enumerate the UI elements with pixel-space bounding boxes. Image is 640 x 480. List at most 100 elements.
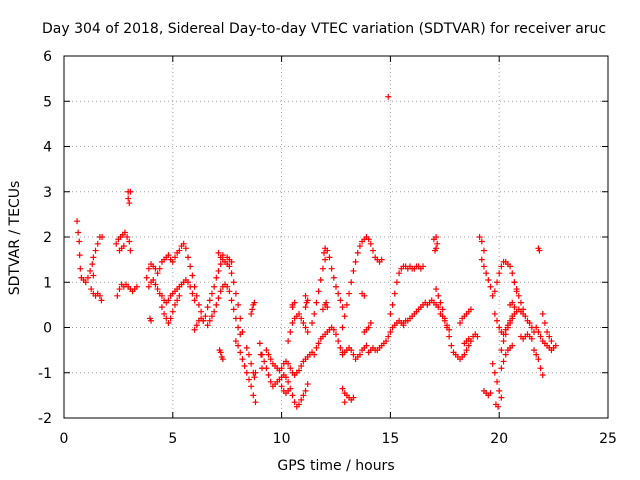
data-point <box>420 263 427 270</box>
data-point <box>265 351 272 358</box>
data-point <box>296 367 303 374</box>
y-tick-label: 6 <box>43 49 52 65</box>
data-point <box>535 329 542 336</box>
y-tick-label: 2 <box>43 230 52 246</box>
data-point <box>154 270 161 277</box>
data-point <box>291 299 298 306</box>
data-point <box>330 274 337 281</box>
data-point <box>495 403 502 410</box>
data-point <box>502 331 509 338</box>
data-point <box>300 319 307 326</box>
data-point <box>187 283 194 290</box>
data-point <box>474 333 481 340</box>
data-point <box>98 297 105 304</box>
data-point <box>302 292 309 299</box>
data-point <box>189 290 196 297</box>
data-point <box>208 290 215 297</box>
data-point <box>520 306 527 313</box>
data-point <box>498 263 505 270</box>
data-point <box>343 301 350 308</box>
series-seg17 <box>248 299 258 317</box>
data-point <box>267 378 274 385</box>
data-point <box>167 315 174 322</box>
data-point <box>365 324 372 331</box>
data-point <box>535 356 542 363</box>
data-point <box>289 319 296 326</box>
series-seg1 <box>74 218 97 286</box>
data-point <box>511 279 518 286</box>
data-point <box>348 279 355 286</box>
data-point <box>315 340 322 347</box>
data-point <box>483 270 490 277</box>
data-point <box>243 369 250 376</box>
data-point <box>256 340 263 347</box>
data-point <box>303 299 310 306</box>
data-point <box>339 324 346 331</box>
series-seg13 <box>215 249 235 265</box>
data-point <box>145 265 152 272</box>
data-point <box>133 283 140 290</box>
series-seg29 <box>339 342 370 363</box>
series-seg10 <box>146 315 155 324</box>
data-point <box>350 394 357 401</box>
data-point <box>263 365 270 372</box>
data-point <box>491 310 498 317</box>
series-seg50 <box>507 299 518 311</box>
data-point <box>298 362 305 369</box>
data-point <box>365 236 372 243</box>
data-point <box>298 315 305 322</box>
data-point <box>509 342 516 349</box>
data-point <box>367 240 374 247</box>
data-point <box>285 387 292 394</box>
data-point <box>189 272 196 279</box>
series-seg25 <box>309 247 346 326</box>
data-point <box>241 362 248 369</box>
data-point <box>232 290 239 297</box>
data-point <box>204 322 211 329</box>
series-seg37 <box>400 297 442 326</box>
data-point <box>498 394 505 401</box>
series-seg54 <box>533 324 559 354</box>
data-point <box>389 301 396 308</box>
data-point <box>219 252 226 259</box>
series-seg38 <box>433 286 481 363</box>
data-point <box>249 306 256 313</box>
series-seg33 <box>361 319 374 336</box>
data-point <box>185 279 192 286</box>
data-point <box>333 283 339 290</box>
data-point <box>126 200 133 207</box>
data-point <box>158 292 165 299</box>
data-point <box>92 247 99 254</box>
data-point <box>311 351 318 358</box>
data-point <box>339 304 346 311</box>
data-point <box>182 245 189 252</box>
series-seg49 <box>498 342 516 372</box>
data-point <box>217 261 224 268</box>
data-point <box>265 372 272 379</box>
data-point <box>169 258 176 265</box>
data-point <box>393 279 400 286</box>
data-point <box>369 247 376 254</box>
data-point <box>541 319 548 326</box>
series-seg39 <box>430 234 441 254</box>
series-seg27 <box>319 299 331 313</box>
data-point <box>126 238 133 245</box>
data-point <box>363 342 370 349</box>
series-seg3 <box>88 286 105 304</box>
data-point <box>127 247 134 254</box>
data-point <box>174 297 181 304</box>
series-seg36 <box>387 263 427 317</box>
data-point <box>146 315 153 322</box>
data-point <box>143 274 150 281</box>
y-tick-label: 4 <box>43 140 52 156</box>
data-point <box>248 383 255 390</box>
series-seg15 <box>232 338 259 406</box>
data-point <box>465 342 472 349</box>
series-seg45 <box>489 360 505 410</box>
data-point <box>435 292 442 299</box>
data-point <box>171 301 178 308</box>
data-point <box>443 322 450 329</box>
data-point <box>150 276 157 283</box>
data-point <box>432 247 439 254</box>
data-point <box>228 270 235 277</box>
